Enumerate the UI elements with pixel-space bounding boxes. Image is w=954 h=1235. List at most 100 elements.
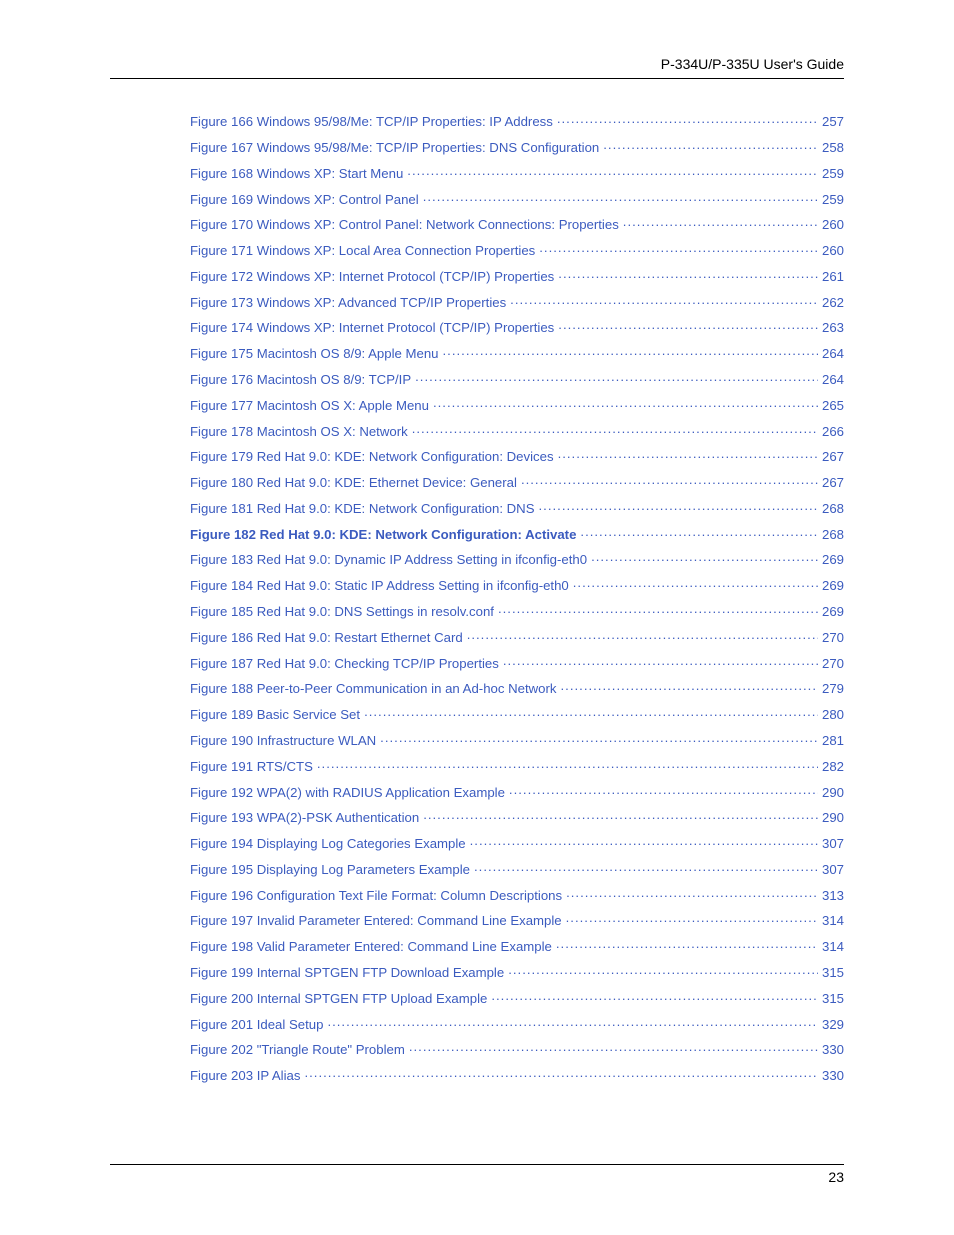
toc-entry-label: Figure 201 Ideal Setup [190, 1017, 323, 1032]
toc-leader-dots [470, 835, 818, 848]
toc-leader-dots [539, 242, 818, 255]
toc-entry-label: Figure 187 Red Hat 9.0: Checking TCP/IP … [190, 656, 499, 671]
toc-entry[interactable]: Figure 203 IP Alias 330 [190, 1067, 844, 1083]
toc-entry-label: Figure 181 Red Hat 9.0: KDE: Network Con… [190, 501, 535, 516]
toc-entry-page: 315 [818, 991, 844, 1006]
toc-leader-dots [558, 319, 818, 332]
toc-entry[interactable]: Figure 168 Windows XP: Start Menu 259 [190, 165, 844, 181]
toc-entry[interactable]: Figure 192 WPA(2) with RADIUS Applicatio… [190, 783, 844, 799]
toc-entry[interactable]: Figure 195 Displaying Log Parameters Exa… [190, 861, 844, 877]
toc-entry-label: Figure 175 Macintosh OS 8/9: Apple Menu [190, 346, 439, 361]
toc-entry-page: 260 [818, 243, 844, 258]
toc-entry-page: 282 [818, 759, 844, 774]
toc-entry[interactable]: Figure 171 Windows XP: Local Area Connec… [190, 242, 844, 258]
toc-leader-dots [474, 861, 818, 874]
toc-entry[interactable]: Figure 178 Macintosh OS X: Network 266 [190, 422, 844, 438]
toc-entry[interactable]: Figure 201 Ideal Setup 329 [190, 1015, 844, 1031]
toc-entry[interactable]: Figure 188 Peer-to-Peer Communication in… [190, 680, 844, 696]
toc-entry[interactable]: Figure 170 Windows XP: Control Panel: Ne… [190, 216, 844, 232]
toc-entry[interactable]: Figure 172 Windows XP: Internet Protocol… [190, 268, 844, 284]
toc-entry-page: 280 [818, 707, 844, 722]
toc-leader-dots [566, 912, 818, 925]
toc-entry-label: Figure 186 Red Hat 9.0: Restart Ethernet… [190, 630, 463, 645]
toc-entry[interactable]: Figure 175 Macintosh OS 8/9: Apple Menu … [190, 345, 844, 361]
toc-entry-label: Figure 192 WPA(2) with RADIUS Applicatio… [190, 785, 505, 800]
toc-entry[interactable]: Figure 176 Macintosh OS 8/9: TCP/IP 264 [190, 371, 844, 387]
toc-entry-label: Figure 180 Red Hat 9.0: KDE: Ethernet De… [190, 475, 517, 490]
toc-leader-dots [407, 165, 818, 178]
toc-leader-dots [591, 551, 818, 564]
toc-entry[interactable]: Figure 180 Red Hat 9.0: KDE: Ethernet De… [190, 474, 844, 490]
toc-entry-page: 266 [818, 424, 844, 439]
toc-leader-dots [561, 680, 818, 693]
toc-entry[interactable]: Figure 202 "Triangle Route" Problem 330 [190, 1041, 844, 1057]
toc-entry[interactable]: Figure 196 Configuration Text File Forma… [190, 886, 844, 902]
toc-entry[interactable]: Figure 183 Red Hat 9.0: Dynamic IP Addre… [190, 551, 844, 567]
toc-entry-label: Figure 193 WPA(2)-PSK Authentication [190, 810, 419, 825]
toc-leader-dots [566, 886, 818, 899]
toc-leader-dots [521, 474, 818, 487]
toc-entry-page: 259 [818, 192, 844, 207]
toc-leader-dots [409, 1041, 818, 1054]
toc-entry[interactable]: Figure 166 Windows 95/98/Me: TCP/IP Prop… [190, 113, 844, 129]
toc-entry[interactable]: Figure 181 Red Hat 9.0: KDE: Network Con… [190, 500, 844, 516]
toc-entry-page: 281 [818, 733, 844, 748]
toc-entry-page: 263 [818, 320, 844, 335]
toc-entry[interactable]: Figure 194 Displaying Log Categories Exa… [190, 835, 844, 851]
toc-leader-dots [380, 732, 818, 745]
toc-leader-dots [423, 190, 818, 203]
toc-entry[interactable]: Figure 199 Internal SPTGEN FTP Download … [190, 964, 844, 980]
toc-entry[interactable]: Figure 191 RTS/CTS 282 [190, 758, 844, 774]
toc-entry-label: Figure 177 Macintosh OS X: Apple Menu [190, 398, 429, 413]
toc-entry[interactable]: Figure 189 Basic Service Set 280 [190, 706, 844, 722]
toc-leader-dots [508, 964, 818, 977]
toc-leader-dots [415, 371, 818, 384]
toc-entry-label: Figure 198 Valid Parameter Entered: Comm… [190, 939, 552, 954]
toc-leader-dots [467, 629, 818, 642]
toc-entry-page: 329 [818, 1017, 844, 1032]
toc-leader-dots [603, 139, 818, 152]
toc-entry[interactable]: Figure 179 Red Hat 9.0: KDE: Network Con… [190, 448, 844, 464]
toc-entry-label: Figure 184 Red Hat 9.0: Static IP Addres… [190, 578, 569, 593]
toc-entry[interactable]: Figure 173 Windows XP: Advanced TCP/IP P… [190, 293, 844, 309]
toc-leader-dots [412, 422, 818, 435]
toc-leader-dots [510, 293, 818, 306]
toc-entry[interactable]: Figure 184 Red Hat 9.0: Static IP Addres… [190, 577, 844, 593]
toc-entry[interactable]: Figure 187 Red Hat 9.0: Checking TCP/IP … [190, 654, 844, 670]
toc-leader-dots [558, 448, 818, 461]
toc-entry-page: 313 [818, 888, 844, 903]
toc-entry-label: Figure 196 Configuration Text File Forma… [190, 888, 562, 903]
toc-entry-label: Figure 178 Macintosh OS X: Network [190, 424, 408, 439]
toc-leader-dots [556, 938, 818, 951]
toc-entry[interactable]: Figure 200 Internal SPTGEN FTP Upload Ex… [190, 990, 844, 1006]
toc-entry[interactable]: Figure 177 Macintosh OS X: Apple Menu 26… [190, 397, 844, 413]
toc-entry-label: Figure 202 "Triangle Route" Problem [190, 1042, 405, 1057]
toc-leader-dots [573, 577, 818, 590]
toc-entry[interactable]: Figure 190 Infrastructure WLAN 281 [190, 732, 844, 748]
toc-entry[interactable]: Figure 174 Windows XP: Internet Protocol… [190, 319, 844, 335]
toc-entry-label: Figure 203 IP Alias [190, 1068, 300, 1083]
toc-entry[interactable]: Figure 169 Windows XP: Control Panel 259 [190, 190, 844, 206]
toc-entry[interactable]: Figure 182 Red Hat 9.0: KDE: Network Con… [190, 526, 844, 542]
toc-entry[interactable]: Figure 186 Red Hat 9.0: Restart Ethernet… [190, 629, 844, 645]
toc-entry[interactable]: Figure 198 Valid Parameter Entered: Comm… [190, 938, 844, 954]
toc-entry-page: 265 [818, 398, 844, 413]
toc-entry[interactable]: Figure 197 Invalid Parameter Entered: Co… [190, 912, 844, 928]
toc-entry-label: Figure 171 Windows XP: Local Area Connec… [190, 243, 535, 258]
toc-entry-page: 315 [818, 965, 844, 980]
toc-entry-label: Figure 199 Internal SPTGEN FTP Download … [190, 965, 504, 980]
toc-leader-dots [443, 345, 818, 358]
toc-entry-page: 257 [818, 114, 844, 129]
toc-leader-dots [539, 500, 818, 513]
toc-leader-dots [558, 268, 818, 281]
toc-entry[interactable]: Figure 185 Red Hat 9.0: DNS Settings in … [190, 603, 844, 619]
toc-entry[interactable]: Figure 167 Windows 95/98/Me: TCP/IP Prop… [190, 139, 844, 155]
toc-leader-dots [327, 1015, 818, 1028]
toc-leader-dots [364, 706, 818, 719]
toc-leader-dots [623, 216, 818, 229]
toc-entry[interactable]: Figure 193 WPA(2)-PSK Authentication 290 [190, 809, 844, 825]
toc-entry-label: Figure 189 Basic Service Set [190, 707, 360, 722]
toc-leader-dots [580, 526, 818, 539]
toc-entry-page: 258 [818, 140, 844, 155]
toc-entry-label: Figure 167 Windows 95/98/Me: TCP/IP Prop… [190, 140, 599, 155]
